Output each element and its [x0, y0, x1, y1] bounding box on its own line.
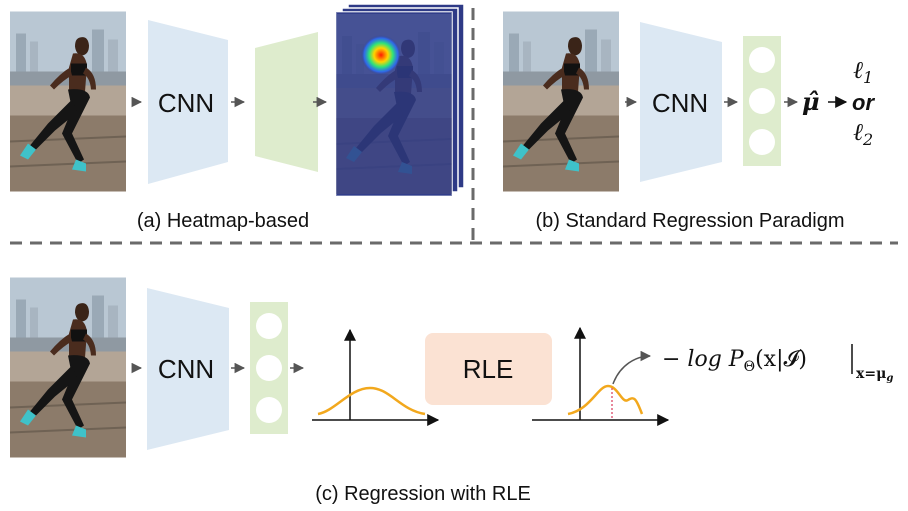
- gaussian-plot: [312, 328, 440, 426]
- loss-l1: ℓ1: [853, 56, 873, 87]
- cnn-block-c: [147, 288, 229, 450]
- rle-density-curve: [567, 384, 644, 416]
- runner-photo-icon: [10, 276, 126, 459]
- mu-hat-symbol: μ̂: [802, 87, 820, 116]
- gaussian-curve: [317, 386, 426, 416]
- caption-b: (b) Standard Regression Paradigm: [535, 210, 844, 232]
- decoder-block: [255, 32, 318, 172]
- cnn-block-b: [640, 22, 722, 182]
- heatmap-stack-icon: [335, 3, 465, 197]
- regression-head-c: [250, 302, 288, 434]
- rle-block: [425, 333, 552, 405]
- loss-l2: ℓ2: [853, 118, 873, 149]
- cnn-block-a: [148, 20, 228, 184]
- runner-photo-icon: [10, 10, 126, 193]
- loss-formula: − log PΘ(x|𝓘): [662, 347, 807, 375]
- cnn-label-c: CNN: [158, 354, 214, 384]
- arrow-to-loss-formula: [612, 350, 652, 385]
- runner-photo-icon: [503, 10, 619, 193]
- caption-a: (a) Heatmap-based: [137, 210, 309, 232]
- cnn-label-b: CNN: [652, 88, 708, 118]
- or-text: or: [852, 90, 875, 115]
- cnn-label-a: CNN: [158, 88, 214, 118]
- rle-density-plot: [532, 326, 670, 426]
- caption-c: (c) Regression with RLE: [315, 483, 531, 505]
- rle-label: RLE: [463, 354, 514, 384]
- regression-head-b: [743, 36, 781, 166]
- eval-subscript: x=μg: [856, 366, 893, 384]
